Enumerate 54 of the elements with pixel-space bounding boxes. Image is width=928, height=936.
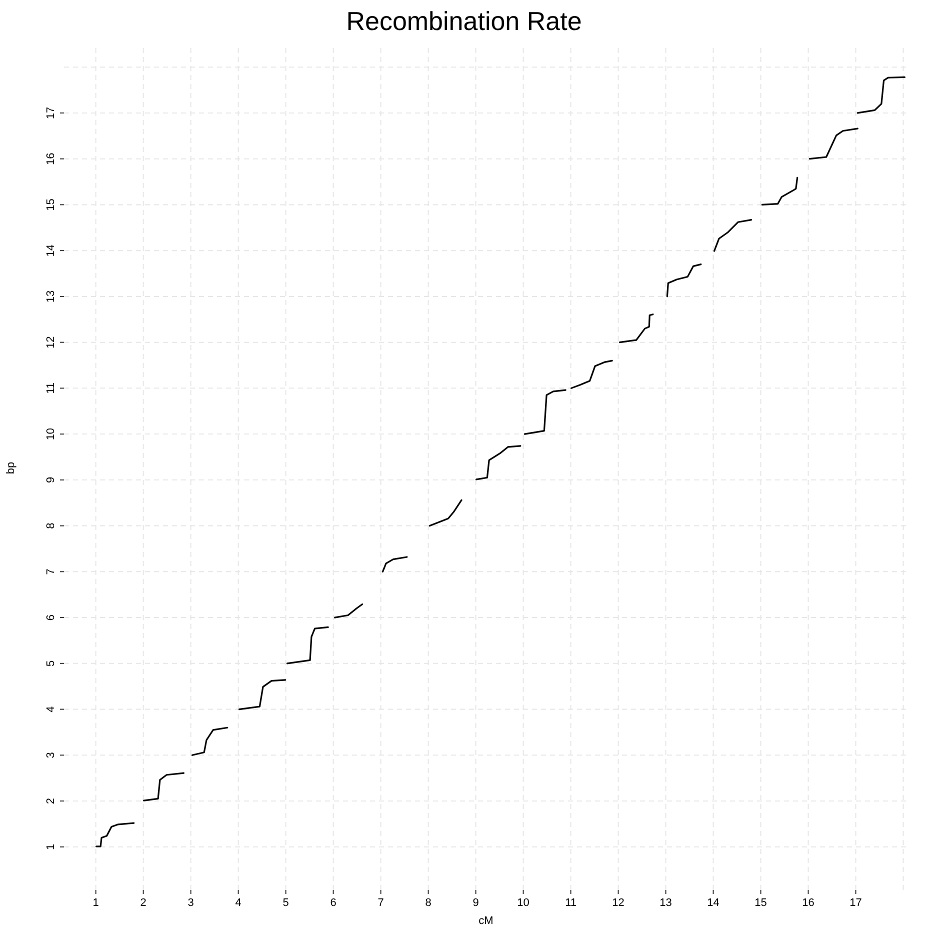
x-tick-label: 6	[330, 897, 336, 909]
x-tick-label: 5	[282, 897, 289, 909]
x-tick-label: 3	[188, 897, 194, 909]
x-tick-label: 11	[565, 897, 576, 909]
line-series	[713, 219, 752, 252]
line-series	[428, 499, 462, 527]
x-tick-label: 12	[612, 897, 624, 909]
x-tick-label: 9	[472, 897, 479, 909]
x-tick-label: 14	[707, 897, 720, 909]
chart-title: Recombination Rate	[346, 6, 582, 36]
x-axis-title: cM	[478, 915, 494, 927]
line-series	[142, 772, 184, 802]
line-series	[761, 176, 798, 206]
y-tick-label: 8	[45, 522, 57, 529]
y-tick-label: 15	[45, 198, 57, 211]
line-series	[95, 822, 135, 848]
y-tick-label: 2	[45, 798, 57, 804]
y-tick-label: 6	[45, 614, 57, 621]
x-tick-label: 17	[850, 897, 862, 909]
x-tick-label: 16	[802, 897, 814, 909]
x-tick-label: 8	[425, 897, 432, 909]
y-tick-label: 17	[45, 106, 57, 120]
line-series	[238, 679, 286, 710]
y-axis-title: bp	[5, 462, 17, 474]
line-series	[524, 389, 566, 435]
line-series	[334, 603, 364, 618]
line-series	[382, 556, 408, 572]
y-tick-label: 16	[45, 152, 57, 165]
x-tick-label: 2	[140, 897, 146, 909]
line-series	[570, 360, 613, 389]
x-tick-label: 15	[754, 897, 767, 909]
y-tick-label: 9	[45, 476, 57, 483]
x-tick-label: 10	[517, 897, 530, 909]
line-series	[191, 726, 228, 756]
y-tick-label: 1	[45, 844, 57, 850]
line-series	[286, 626, 329, 664]
x-tick-label: 4	[235, 897, 242, 909]
line-series	[856, 76, 906, 114]
y-tick-label: 14	[45, 244, 57, 257]
line-series	[618, 314, 654, 344]
x-tick-label: 13	[660, 897, 672, 909]
y-tick-label: 12	[45, 336, 57, 348]
y-tick-label: 5	[45, 660, 57, 666]
line-series	[666, 264, 702, 298]
y-tick-label: 7	[45, 568, 57, 575]
y-tick-label: 4	[45, 706, 57, 712]
y-tick-label: 10	[45, 428, 57, 440]
y-tick-label: 13	[45, 290, 57, 303]
y-tick-label: 11	[45, 382, 57, 394]
line-series	[808, 128, 858, 160]
line-series	[475, 445, 522, 480]
y-tick-label: 3	[45, 752, 57, 758]
x-tick-label: 1	[92, 897, 99, 909]
x-tick-label: 7	[378, 897, 384, 909]
